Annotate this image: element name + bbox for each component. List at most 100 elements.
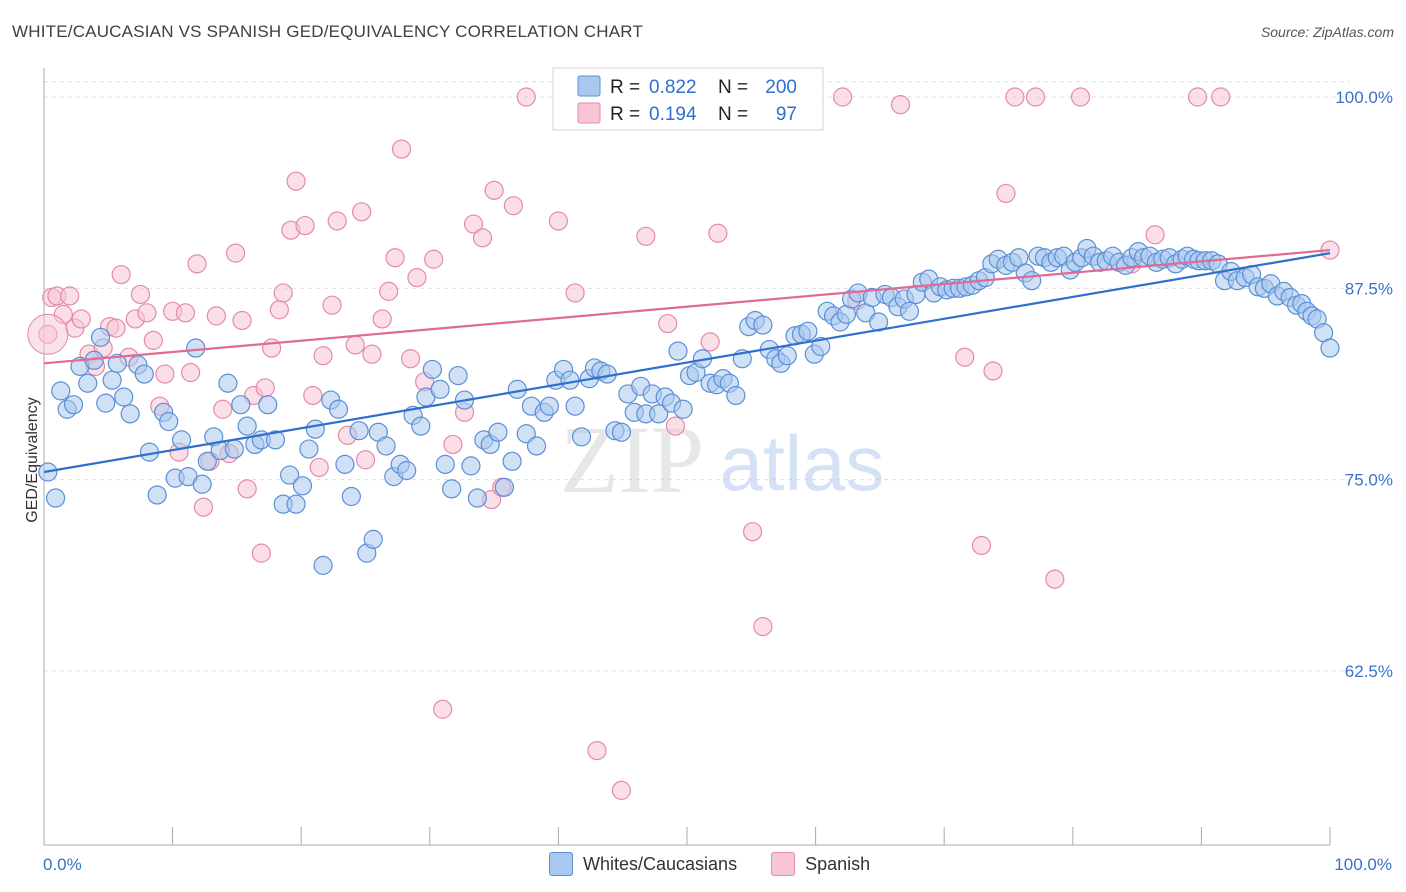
legend-r-label-2: R = (610, 104, 640, 125)
spanish-point (60, 286, 80, 306)
y-tick-label: 62.5% (1345, 662, 1393, 681)
spanish-point (1025, 87, 1046, 107)
whites-point (265, 430, 286, 450)
whites-point (448, 365, 468, 386)
spanish-point (472, 228, 493, 248)
spanish-point (27, 313, 69, 355)
whites-point (172, 430, 192, 450)
spanish-point (187, 254, 207, 274)
whites-point (494, 477, 514, 497)
whites-point (442, 479, 462, 499)
legend-label-whites: Whites/Caucasians (583, 853, 738, 874)
whites-point (726, 385, 746, 406)
whites-point (571, 427, 592, 447)
whites-point (811, 336, 831, 357)
spanish-point (636, 226, 656, 246)
whites-point (224, 439, 244, 459)
spanish-point (273, 283, 293, 303)
spanish-point (181, 362, 201, 383)
spanish-point (355, 450, 376, 470)
spanish-point (379, 281, 399, 301)
legend-n-label-2: N = (718, 104, 748, 125)
spanish-point (143, 330, 163, 350)
spanish-point (548, 211, 569, 231)
whites-point (90, 327, 111, 347)
whites-point (96, 393, 116, 413)
whites-point (218, 373, 238, 393)
legend-r-value-2: 0.194 (649, 104, 697, 125)
spanish-point (206, 306, 226, 326)
whites-point (231, 395, 251, 415)
spanish-point (1045, 569, 1065, 589)
gridlines (44, 81, 1350, 672)
spanish-point (890, 95, 911, 115)
spanish-point (407, 268, 427, 288)
whites-point (349, 421, 369, 441)
y-tick-labels: 100.0% 87.5% 75.0% 62.5% (1335, 88, 1393, 681)
whites-point (777, 346, 797, 366)
y-tick-label: 100.0% (1335, 88, 1393, 107)
spanish-point (345, 335, 365, 355)
whites-point (45, 488, 66, 508)
spanish-point (1145, 225, 1165, 245)
whites-point (186, 338, 206, 358)
spanish-point (313, 346, 333, 366)
spanish-point (753, 617, 773, 637)
spanish-point (516, 87, 536, 107)
spanish-point (1070, 87, 1091, 107)
spanish-point (232, 310, 252, 331)
spanish-point (130, 284, 151, 305)
bottom-legend: Whites/Caucasians Spanish (549, 852, 894, 876)
whites-point (286, 494, 306, 514)
spanish-point (955, 347, 975, 367)
trend-lines (43, 248, 1331, 474)
whites-point (102, 370, 122, 390)
legend-item-spanish: Spanish (771, 852, 870, 876)
spanish-point (400, 349, 421, 369)
spanish-point (372, 309, 392, 329)
whites-points (38, 238, 1340, 575)
spanish-point (463, 214, 484, 234)
spanish-trend-line (43, 248, 1331, 365)
whites-point (430, 379, 450, 399)
legend-n-label-1: N = (718, 77, 748, 98)
whites-point (461, 456, 481, 476)
whites-point (192, 474, 212, 494)
whites-point (673, 399, 693, 419)
whites-point (1022, 271, 1042, 291)
spanish-point (611, 780, 632, 800)
axes (43, 68, 1331, 846)
chart-title: WHITE/CAUCASIAN VS SPANISH GED/EQUIVALEN… (12, 22, 644, 41)
spanish-point (269, 300, 289, 320)
spanish-point (322, 295, 342, 315)
spanish-point (587, 740, 607, 761)
whites-point (147, 485, 167, 505)
spanish-point (833, 87, 853, 107)
whites-point (363, 529, 383, 549)
whites-point (611, 422, 632, 442)
whites-point (341, 486, 361, 507)
whites-point (668, 341, 688, 361)
whites-point (798, 321, 818, 341)
whites-point (120, 404, 140, 424)
whites-point (51, 381, 71, 401)
spanish-point (665, 416, 686, 436)
watermark-atlas: atlas (720, 419, 885, 507)
whites-point (134, 364, 154, 384)
whites-point (435, 454, 455, 474)
spanish-point (983, 361, 1003, 381)
spanish-point (303, 385, 323, 406)
legend-label-spanish: Spanish (805, 853, 871, 874)
spanish-point (111, 264, 131, 285)
spanish-point (226, 243, 246, 263)
whites-point (335, 454, 355, 474)
legend-n-value-1: 200 (765, 77, 797, 98)
spanish-point (433, 699, 453, 719)
whites-point (565, 396, 585, 416)
spanish-point (362, 344, 382, 364)
spanish-point (193, 497, 214, 517)
whites-point (63, 395, 84, 415)
whites-point (237, 416, 257, 436)
whites-point (526, 436, 547, 456)
